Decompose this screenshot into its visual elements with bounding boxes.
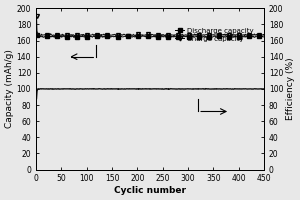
Discharge capacity: [73, 35, 76, 37]
Y-axis label: Efficiency (%): Efficiency (%): [286, 58, 295, 120]
Discharge capacity: [259, 35, 263, 38]
Discharge capacity: [60, 35, 64, 38]
Discharge capacity: [262, 36, 266, 38]
Discharge capacity: [35, 34, 38, 36]
Discharge capacity: [167, 37, 171, 39]
Discharge capacity: [253, 36, 257, 39]
Charge capacity: [60, 33, 64, 36]
Charge capacity: [134, 35, 138, 37]
Charge capacity: [73, 34, 76, 37]
Discharge capacity: [163, 35, 166, 37]
Legend: Discharge capacity, Charge capacity: Discharge capacity, Charge capacity: [173, 25, 256, 44]
Charge capacity: [262, 34, 266, 36]
Charge capacity: [259, 33, 263, 36]
Discharge capacity: [200, 35, 203, 37]
Y-axis label: Capacity (mAh/g): Capacity (mAh/g): [5, 49, 14, 128]
Charge capacity: [200, 34, 203, 36]
Line: Discharge capacity: Discharge capacity: [35, 33, 266, 39]
Charge capacity: [35, 15, 38, 18]
Charge capacity: [164, 34, 167, 37]
X-axis label: Cyclic number: Cyclic number: [114, 186, 186, 195]
Line: Charge capacity: Charge capacity: [34, 14, 266, 38]
Charge capacity: [253, 34, 257, 36]
